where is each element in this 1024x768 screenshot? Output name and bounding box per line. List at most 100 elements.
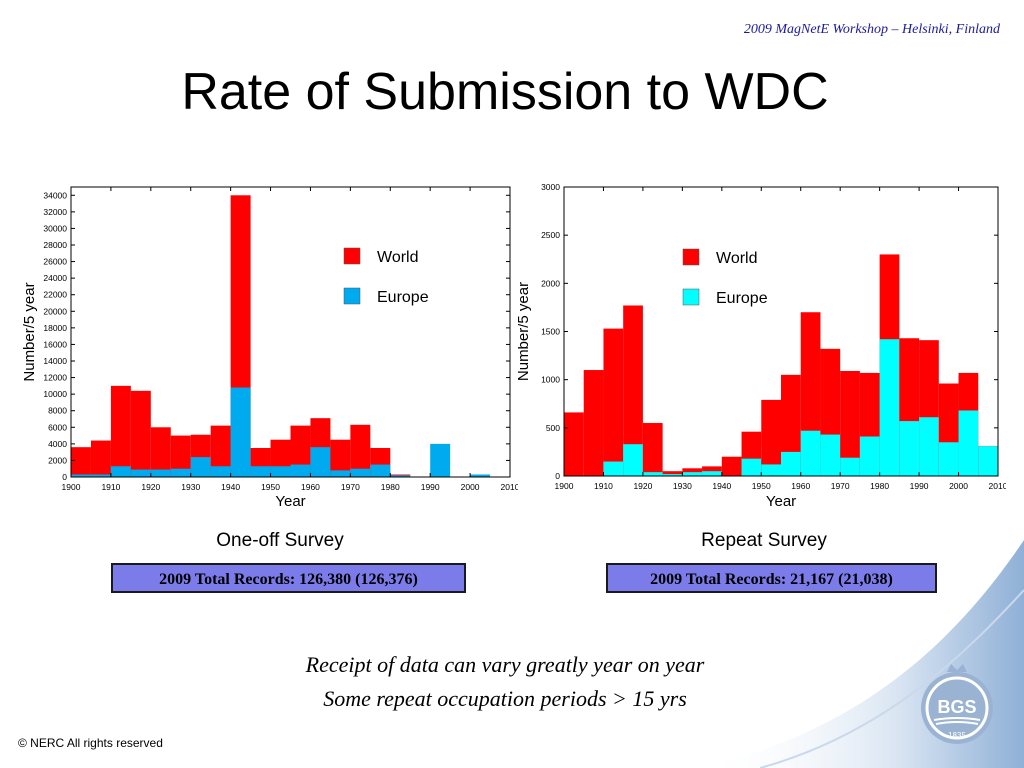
one-off-ytick-label-24000: 24000 bbox=[43, 273, 67, 283]
one-off-xtick-label-1960: 1960 bbox=[301, 482, 320, 492]
repeat-ytick-label-500: 500 bbox=[546, 423, 560, 433]
one-off-ytick-label-34000: 34000 bbox=[43, 190, 67, 200]
one-off-ytick-label-28000: 28000 bbox=[43, 240, 67, 250]
one-off-xtick-label-1980: 1980 bbox=[381, 482, 400, 492]
repeat-bar-europe-1935 bbox=[702, 471, 722, 476]
one-off-ytick-label-4000: 4000 bbox=[48, 439, 67, 449]
one-off-ytick-label-0: 0 bbox=[62, 472, 67, 482]
one-off-xtick-label-1910: 1910 bbox=[101, 482, 120, 492]
repeat-bar-europe-1920 bbox=[642, 472, 663, 476]
repeat-xtick-label-2000: 2000 bbox=[949, 481, 968, 491]
one-off-xtick-label-1940: 1940 bbox=[221, 482, 240, 492]
repeat-bar-europe-1975 bbox=[859, 436, 880, 476]
repeat-legend-swatch-europe bbox=[682, 288, 700, 306]
one-off-xtick-label-1950: 1950 bbox=[261, 482, 280, 492]
one-off-xtick-label-1900: 1900 bbox=[62, 482, 81, 492]
one-off-bar-world-1970 bbox=[350, 424, 371, 477]
one-off-bar-europe-1910 bbox=[110, 466, 131, 477]
repeat-legend-label-europe: Europe bbox=[716, 290, 768, 307]
one-off-plot-frame bbox=[70, 186, 511, 478]
one-off-y-axis-label: Number/5 year bbox=[21, 282, 38, 381]
repeat-x-axis-label: Year bbox=[766, 493, 796, 510]
repeat-xtick-label-1960: 1960 bbox=[791, 481, 810, 491]
repeat-bar-europe-1960 bbox=[800, 430, 821, 476]
one-off-ytick-label-8000: 8000 bbox=[48, 406, 67, 416]
repeat-legend-label-world: World bbox=[716, 250, 758, 267]
one-off-ytick-label-22000: 22000 bbox=[43, 290, 67, 300]
repeat-bar-europe-1970 bbox=[840, 457, 860, 476]
repeat-bar-world-1900 bbox=[564, 412, 584, 476]
one-off-bar-world-1955 bbox=[290, 425, 311, 477]
repeat-bar-europe-1995 bbox=[938, 442, 959, 476]
repeat-xtick-label-1910: 1910 bbox=[594, 481, 613, 491]
crown-icon bbox=[947, 664, 967, 672]
repeat-bar-world-1970 bbox=[840, 370, 860, 476]
repeat-xtick-label-2010: 2010 bbox=[989, 481, 1006, 491]
repeat-ytick-label-1500: 1500 bbox=[541, 327, 560, 337]
one-off-xtick-label-1970: 1970 bbox=[341, 482, 360, 492]
logo-text: BGS bbox=[937, 697, 976, 717]
repeat-bar-europe-2005 bbox=[978, 446, 998, 476]
one-off-bar-world-1965 bbox=[330, 439, 351, 477]
repeat-y-axis-label: Number/5 year bbox=[518, 282, 532, 381]
one-off-ytick-label-10000: 10000 bbox=[43, 389, 67, 399]
one-off-legend-swatch-europe bbox=[343, 287, 361, 305]
repeat-ytick-label-0: 0 bbox=[555, 471, 560, 481]
one-off-bar-europe-1970 bbox=[350, 468, 371, 477]
one-off-bar-europe-1955 bbox=[290, 464, 311, 477]
one-off-ytick-label-16000: 16000 bbox=[43, 339, 67, 349]
one-off-bar-europe-1965 bbox=[330, 470, 351, 477]
one-off-legend-label-europe: Europe bbox=[377, 289, 429, 306]
repeat-bar-europe-1990 bbox=[919, 417, 939, 476]
one-off-ytick-label-26000: 26000 bbox=[43, 257, 67, 267]
repeat-bar-world-1905 bbox=[583, 370, 604, 476]
repeat-bar-world-1910 bbox=[603, 328, 624, 476]
one-off-bar-world-1920 bbox=[150, 427, 171, 477]
one-off-legend-label-world: World bbox=[377, 249, 419, 266]
repeat-bar-world-1920 bbox=[642, 423, 663, 476]
repeat-bar-europe-1915 bbox=[623, 444, 643, 476]
footnote-line-1: Receipt of data can vary greatly year on… bbox=[305, 652, 705, 677]
one-off-bar-europe-1945 bbox=[250, 466, 271, 477]
footnote-line-2: Some repeat occupation periods > 15 yrs bbox=[323, 686, 687, 711]
one-off-bar-europe-1930 bbox=[190, 457, 211, 477]
repeat-bar-world-1940 bbox=[721, 456, 742, 476]
repeat-bar-europe-1910 bbox=[603, 461, 624, 476]
records-box-repeat: 2009 Total Records: 21,167 (21,038) bbox=[606, 563, 937, 593]
repeat-ytick-label-3000: 3000 bbox=[541, 182, 560, 192]
repeat-xtick-label-1920: 1920 bbox=[633, 481, 652, 491]
repeat-xtick-label-1940: 1940 bbox=[712, 481, 731, 491]
one-off-bar-world-1905 bbox=[90, 440, 111, 477]
repeat-bar-europe-1950 bbox=[761, 464, 781, 476]
one-off-bar-europe-1935 bbox=[210, 466, 231, 477]
repeat-legend-swatch-world bbox=[682, 248, 700, 266]
one-off-ytick-label-20000: 20000 bbox=[43, 306, 67, 316]
one-off-ytick-label-18000: 18000 bbox=[43, 323, 67, 333]
one-off-bar-europe-1905 bbox=[90, 474, 111, 477]
repeat-xtick-label-1990: 1990 bbox=[910, 481, 929, 491]
survey-label-repeat: Repeat Survey bbox=[701, 530, 827, 551]
one-off-xtick-label-1990: 1990 bbox=[421, 482, 440, 492]
one-off-bar-world-1910 bbox=[110, 385, 131, 477]
one-off-bar-world-1925 bbox=[170, 435, 191, 477]
repeat-ytick-label-2000: 2000 bbox=[541, 278, 560, 288]
one-off-xtick-label-2000: 2000 bbox=[461, 482, 480, 492]
one-off-bar-europe-1925 bbox=[170, 468, 191, 477]
one-off-ytick-label-6000: 6000 bbox=[48, 422, 67, 432]
one-off-ytick-label-30000: 30000 bbox=[43, 223, 67, 233]
one-off-bar-europe-1915 bbox=[130, 469, 151, 477]
one-off-bar-europe-1900 bbox=[71, 474, 91, 477]
one-off-xtick-label-2010: 2010 bbox=[501, 482, 520, 492]
repeat-bar-world-1955 bbox=[781, 374, 801, 476]
repeat-xtick-label-1970: 1970 bbox=[831, 481, 850, 491]
records-box-one-off: 2009 Total Records: 126,380 (126,376) bbox=[111, 563, 466, 593]
repeat-survey-chart: 0 500 1000 1500 2000 2500 3000 1900 1910 1920 1930… bbox=[518, 176, 1006, 510]
one-off-bar-europe-1980 bbox=[390, 475, 411, 477]
repeat-bar-europe-1930 bbox=[682, 472, 703, 476]
repeat-bar-europe-1985 bbox=[899, 421, 920, 476]
logo-year: 1835 bbox=[948, 731, 966, 740]
repeat-bar-europe-2000 bbox=[958, 410, 979, 476]
one-off-xtick-label-1930: 1930 bbox=[181, 482, 200, 492]
repeat-bar-europe-1955 bbox=[781, 451, 801, 476]
one-off-bar-europe-1990 bbox=[430, 443, 451, 477]
